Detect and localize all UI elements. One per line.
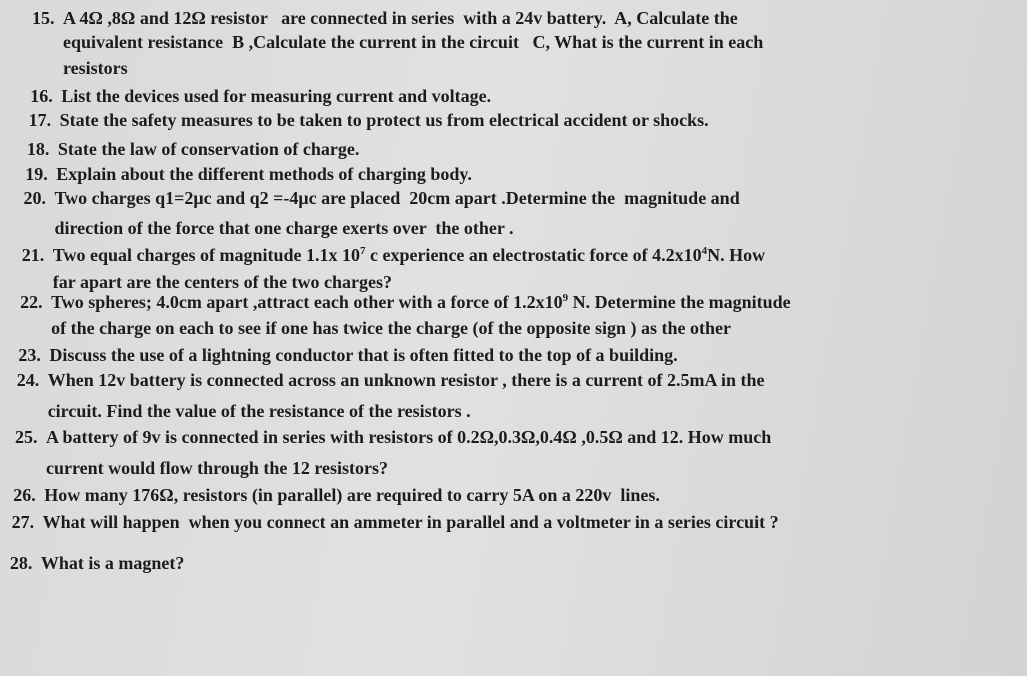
text-run: Discuss the use of a lightning conductor… bbox=[49, 345, 678, 365]
question-text-line: How many 176Ω, resistors (in parallel) a… bbox=[44, 484, 660, 506]
text-run: current would flow through the 12 resist… bbox=[46, 458, 388, 478]
question-number: 21. bbox=[21, 245, 45, 265]
text-run: What will happen when you connect an amm… bbox=[42, 512, 779, 532]
question-number: 25. bbox=[15, 427, 38, 447]
question-number: 18. bbox=[26, 139, 50, 159]
question-number: 28. bbox=[9, 553, 33, 573]
question-text-line: What will happen when you connect an amm… bbox=[43, 511, 779, 533]
question-text-line: of the charge on each to see if one has … bbox=[51, 317, 731, 339]
question-number: 23. bbox=[18, 345, 41, 365]
question-text-line: State the safety measures to be taken to… bbox=[60, 109, 709, 131]
question-text-line: circuit. Find the value of the resistanc… bbox=[48, 400, 471, 422]
question-text-line: Two equal charges of magnitude 1.1x 107 … bbox=[53, 244, 765, 266]
superscript: 4 bbox=[701, 245, 708, 257]
text-run: A battery of 9v is connected in series w… bbox=[46, 427, 772, 447]
question-number: 22. bbox=[20, 292, 43, 312]
question-number: 19. bbox=[25, 164, 48, 184]
text-run: State the safety measures to be taken to… bbox=[59, 110, 709, 130]
question-text-line: List the devices used for measuring curr… bbox=[61, 85, 491, 107]
question-text-line: What is a magnet? bbox=[41, 552, 185, 574]
text-run: List the devices used for measuring curr… bbox=[61, 86, 492, 106]
question-text-line: Explain about the different methods of c… bbox=[56, 163, 472, 185]
question-text-line: When 12v battery is connected across an … bbox=[48, 369, 765, 391]
text-run: of the charge on each to see if one has … bbox=[51, 318, 731, 338]
question-text-line: Two spheres; 4.0cm apart ,attract each o… bbox=[51, 291, 791, 313]
superscript: 7 bbox=[359, 245, 366, 257]
text-run: A 4Ω ,8Ω and 12Ω resistor are connected … bbox=[63, 8, 738, 28]
question-text-line: current would flow through the 12 resist… bbox=[46, 457, 388, 479]
question-text-line: Discuss the use of a lightning conductor… bbox=[49, 344, 677, 366]
superscript: 9 bbox=[562, 292, 569, 304]
question-text-line: A battery of 9v is connected in series w… bbox=[46, 426, 771, 448]
text-run: c experience an electrostatic force of 4… bbox=[365, 245, 702, 265]
text-run: When 12v battery is connected across an … bbox=[47, 370, 765, 390]
text-run: How many 176Ω, resistors (in parallel) a… bbox=[44, 485, 660, 505]
question-text-line: Two charges q1=2μc and q2 =-4μc are plac… bbox=[55, 187, 740, 209]
text-run: Explain about the different methods of c… bbox=[56, 164, 472, 184]
text-run: equivalent resistance B ,Calculate the c… bbox=[63, 32, 764, 52]
question-number: 20. bbox=[23, 188, 47, 208]
question-number: 27. bbox=[11, 512, 35, 532]
text-run: N. How bbox=[707, 245, 766, 265]
question-number: 17. bbox=[28, 110, 52, 130]
question-number: 16. bbox=[30, 86, 53, 106]
text-run: Two spheres; 4.0cm apart ,attract each o… bbox=[51, 292, 563, 312]
text-run: far apart are the centers of the two cha… bbox=[52, 272, 393, 292]
text-run: circuit. Find the value of the resistanc… bbox=[47, 401, 471, 421]
question-number: 15. bbox=[32, 8, 55, 28]
question-number: 26. bbox=[13, 485, 36, 505]
question-text-line: far apart are the centers of the two cha… bbox=[53, 271, 392, 293]
text-run: direction of the force that one charge e… bbox=[54, 218, 514, 238]
question-text-line: A 4Ω ,8Ω and 12Ω resistor are connected … bbox=[63, 7, 738, 29]
question-text-line: State the law of conservation of charge. bbox=[58, 138, 359, 160]
text-run: What is a magnet? bbox=[40, 553, 185, 573]
text-run: State the law of conservation of charge. bbox=[57, 139, 360, 159]
question-text-line: direction of the force that one charge e… bbox=[55, 217, 514, 239]
question-text-line: resistors bbox=[63, 57, 128, 79]
text-run: Two equal charges of magnitude 1.1x 10 bbox=[52, 245, 360, 265]
text-run: Two charges q1=2μc and q2 =-4μc are plac… bbox=[54, 188, 740, 208]
text-run: resistors bbox=[63, 58, 128, 78]
question-text-line: equivalent resistance B ,Calculate the c… bbox=[63, 31, 763, 53]
question-number: 24. bbox=[16, 370, 40, 390]
text-run: N. Determine the magnitude bbox=[568, 292, 791, 312]
